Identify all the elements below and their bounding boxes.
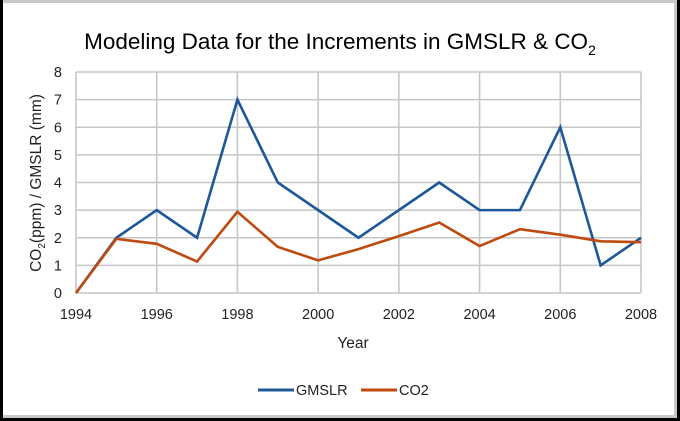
x-tick-label: 2000 [302, 307, 334, 323]
legend-label-gmslr: GMSLR [296, 383, 348, 399]
x-tick-label: 1996 [141, 307, 173, 323]
y-tick-label: 0 [54, 286, 62, 302]
series-gmslr [74, 96, 642, 294]
y-axis-title-subscript: 2 [37, 243, 48, 249]
legend-label-co2: CO2 [399, 383, 429, 399]
chart-title-text: Modeling Data for the Increments in GMSL… [84, 29, 588, 54]
y-axis-title-prefix: CO [28, 249, 45, 272]
y-tick-label: 5 [54, 148, 62, 164]
legend-item-gmslr[interactable]: GMSLR [258, 383, 348, 399]
chart-title: Modeling Data for the Increments in GMSL… [84, 29, 596, 58]
x-tick-label: 2006 [544, 307, 576, 323]
x-tick-label: 2002 [383, 307, 415, 323]
y-axis-title-suffix: (ppm) / GMSLR (mm) [28, 94, 45, 243]
y-tick-label: 7 [54, 93, 62, 109]
x-tick-label: 2004 [463, 307, 495, 323]
y-tick-label: 6 [54, 120, 62, 136]
legend-item-co2[interactable]: CO2 [361, 383, 429, 399]
series-line-gmslr[interactable] [74, 96, 642, 294]
x-tick-label: 1994 [60, 307, 92, 323]
x-axis-ticks: 1994 1996 1998 2000 2002 2004 2006 2008 [60, 307, 657, 323]
series-line-co2[interactable] [74, 209, 642, 294]
y-tick-label: 8 [54, 65, 62, 81]
legend: GMSLR CO2 [258, 383, 429, 399]
x-tick-label: 2008 [625, 307, 657, 323]
y-axis-ticks: 0 1 2 3 4 5 6 7 8 [54, 65, 62, 302]
y-tick-label: 2 [54, 231, 62, 247]
chart-title-subscript: 2 [588, 42, 596, 58]
y-axis-title: CO2(ppm) / GMSLR (mm) [28, 94, 48, 272]
y-tick-label: 1 [54, 258, 62, 274]
y-tick-label: 3 [54, 203, 62, 219]
x-axis-title: Year [337, 335, 368, 352]
series [74, 96, 642, 294]
grid [75, 71, 642, 294]
series-co2 [74, 209, 642, 294]
y-tick-label: 4 [54, 176, 62, 192]
x-tick-label: 1998 [221, 307, 253, 323]
